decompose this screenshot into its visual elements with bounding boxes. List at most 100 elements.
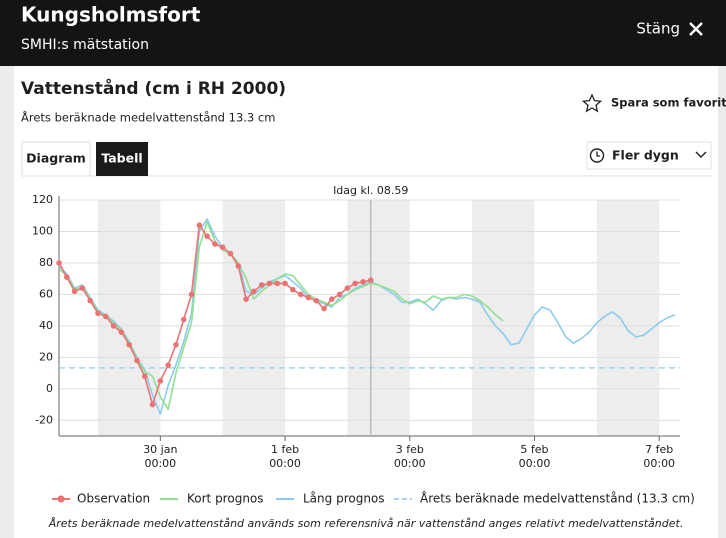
observation-point: [235, 263, 242, 269]
observation-point: [352, 280, 359, 287]
observation-point: [134, 357, 140, 364]
observation-point: [126, 341, 132, 348]
day-band: [596, 200, 660, 436]
observation-point: [110, 323, 117, 329]
panel-subtitle: Årets beräknade medelvattenstånd 13.3 cm: [21, 110, 275, 125]
observation-point: [282, 280, 288, 287]
observation-point: [87, 297, 93, 304]
observation-point: [251, 288, 257, 295]
observation-point: [149, 401, 156, 408]
x-tick-line: 00:00: [269, 457, 301, 470]
tab-box[interactable]: [96, 142, 148, 176]
x-tick-line: 5 feb: [520, 443, 548, 456]
observation-point: [173, 341, 179, 348]
x-tick-line: 7 feb: [645, 443, 673, 456]
x-tick-label: 7 feb 00:00: [643, 443, 675, 470]
tab-label[interactable]: Tabell: [101, 151, 142, 166]
now-label: Idag kl. 08.59: [333, 184, 408, 197]
chevron[interactable]: [695, 151, 707, 158]
day-band: [222, 200, 286, 436]
observation-point: [313, 297, 320, 304]
y-tick-label: 80: [39, 256, 53, 269]
station-title: Kungsholmsfort: [21, 3, 201, 27]
observation-point: [336, 291, 343, 298]
legend-label: Lång prognos: [303, 492, 385, 506]
dropdown-label[interactable]: Fler dygn: [612, 148, 679, 163]
favorite-label[interactable]: Spara som favorit: [611, 96, 726, 110]
close-icon[interactable]: [689, 22, 703, 36]
legend-marker: [57, 495, 65, 503]
y-tick-label: 0: [46, 382, 53, 395]
y-tick-label: -20: [35, 413, 53, 426]
observation-point: [219, 244, 226, 250]
x-tick-line: 3 feb: [396, 443, 424, 456]
observation-point: [266, 280, 273, 287]
x-tick-label: 3 feb 00:00: [394, 443, 426, 470]
y-tick-label: 40: [39, 319, 53, 332]
y-tick-label: 120: [32, 193, 53, 206]
observation-point: [212, 241, 218, 247]
day-band: [347, 200, 410, 436]
observation-point: [360, 279, 366, 285]
station-subtitle: SMHI:s mätstation: [21, 37, 149, 53]
observation-point: [141, 373, 148, 380]
x-tick-label: 5 feb 00:00: [519, 443, 551, 470]
range-dropdown[interactable]: Fler dygn: [586, 141, 712, 170]
y-tick-label: 60: [39, 287, 53, 300]
x-tick-label: 30 jan 00:00: [143, 443, 177, 470]
series-line: [58, 218, 676, 415]
observation-point: [290, 286, 296, 293]
star-icon[interactable]: [581, 93, 603, 113]
observation-point: [344, 285, 351, 291]
observation-point: [188, 291, 195, 298]
observation-point: [180, 316, 187, 323]
observation-point: [227, 250, 234, 257]
clock-hands[interactable]: [596, 151, 600, 157]
observation-point: [258, 282, 265, 288]
x-tick-line: 00:00: [144, 457, 176, 470]
x-tick-line: 00:00: [643, 457, 675, 470]
y-tick-label: 100: [32, 224, 53, 237]
x-tick-line: 00:00: [519, 457, 551, 470]
observation-point: [329, 296, 335, 302]
legend-label: Observation: [77, 492, 150, 506]
tab-label[interactable]: Diagram: [26, 151, 86, 166]
x-tick-line: 1 feb: [271, 443, 299, 456]
day-band: [472, 200, 535, 436]
observation-point: [204, 233, 210, 239]
observation-point: [274, 280, 281, 287]
observation-point: [157, 378, 164, 384]
x-tick-label: 1 feb 00:00: [269, 443, 301, 470]
x-tick-line: 00:00: [394, 457, 426, 470]
observation-point: [71, 288, 78, 295]
observation-point: [243, 296, 249, 302]
observation-point: [367, 277, 374, 284]
observation-point: [196, 222, 203, 228]
dropdown-box[interactable]: [586, 141, 712, 170]
observation-point: [95, 310, 101, 317]
observation-point: [63, 274, 70, 280]
observation-point: [118, 329, 125, 335]
close-label[interactable]: Stäng: [636, 20, 680, 38]
clock-icon[interactable]: [589, 148, 605, 163]
tab-table[interactable]: Tabell: [96, 142, 148, 176]
observation-point: [56, 260, 62, 266]
observation-point: [165, 362, 171, 369]
close-button[interactable]: Stäng: [636, 20, 703, 38]
legend-label: Årets beräknade medelvattenstånd (13.3 c…: [420, 491, 695, 506]
x-tick-line: 30 jan: [143, 443, 177, 456]
chart-note: Årets beräknade medelvattenstånd används…: [48, 517, 684, 530]
tab-box[interactable]: [21, 141, 91, 177]
tab-diagram[interactable]: Diagram: [21, 141, 91, 177]
observation-point: [297, 291, 304, 298]
observation-point: [305, 294, 312, 301]
observation-point: [79, 285, 86, 291]
y-tick-label: 20: [39, 350, 53, 363]
observation-point: [102, 313, 109, 320]
observation-point: [321, 305, 327, 312]
favorite-button[interactable]: Spara som favorit: [581, 93, 726, 113]
legend-label: Kort prognos: [187, 492, 264, 506]
